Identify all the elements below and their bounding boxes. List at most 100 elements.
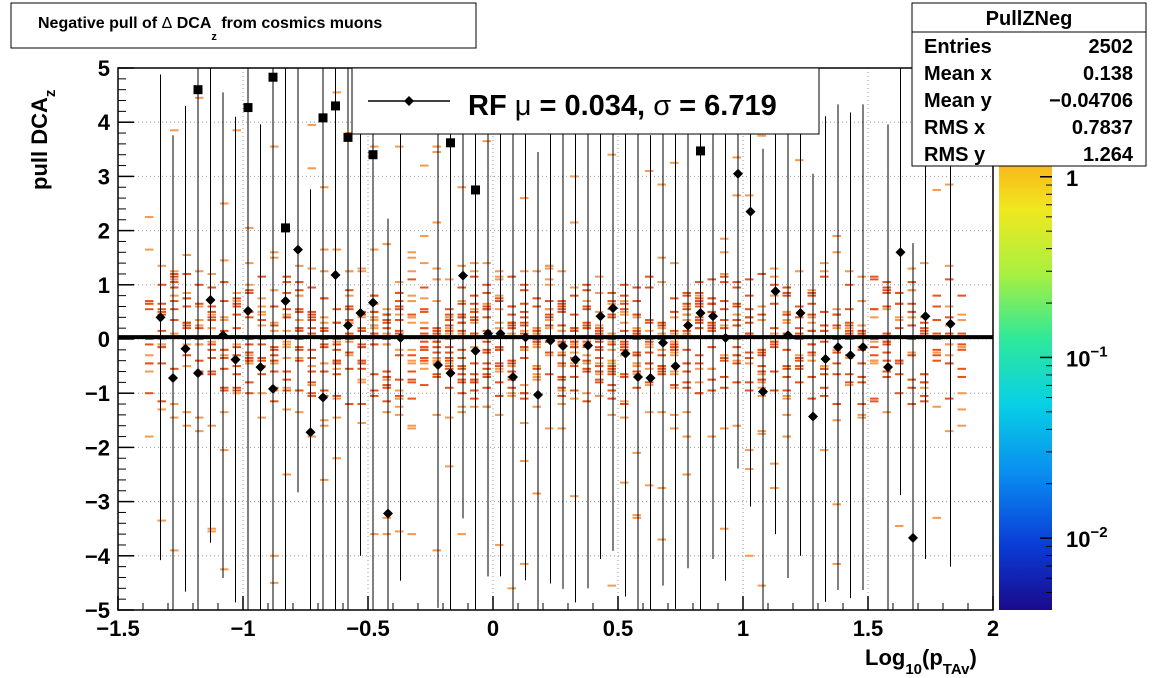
histogram-cell bbox=[745, 554, 754, 557]
histogram-cell bbox=[370, 332, 379, 335]
histogram-cell bbox=[795, 356, 804, 359]
histogram-cell bbox=[582, 362, 591, 365]
histogram-cell bbox=[170, 278, 179, 281]
histogram-cell bbox=[670, 351, 679, 354]
histogram-cell bbox=[420, 346, 429, 349]
histogram-cell bbox=[682, 332, 691, 335]
histogram-cell bbox=[595, 291, 604, 294]
x-tick-label: −1 bbox=[230, 616, 255, 641]
histogram-cell bbox=[420, 310, 429, 313]
histogram-cell bbox=[282, 386, 291, 389]
histogram-cell bbox=[482, 316, 491, 319]
histogram-cell bbox=[407, 270, 416, 273]
histogram-cell bbox=[445, 359, 454, 362]
histogram-cell bbox=[470, 389, 479, 392]
histogram-cell bbox=[532, 343, 541, 346]
histogram-cell bbox=[520, 422, 529, 425]
histogram-cell bbox=[507, 362, 516, 365]
histogram-cell bbox=[632, 300, 641, 303]
histogram-cell bbox=[732, 281, 741, 284]
histogram-cell bbox=[670, 332, 679, 335]
profile-point bbox=[758, 386, 768, 397]
histogram-cell bbox=[595, 394, 604, 397]
histogram-cell bbox=[270, 346, 279, 349]
histogram-cell bbox=[220, 386, 229, 389]
histogram-cell bbox=[270, 554, 279, 557]
histogram-cell bbox=[370, 324, 379, 327]
histogram-cell bbox=[920, 332, 929, 335]
histogram-cell bbox=[232, 305, 241, 308]
histogram-cell bbox=[595, 378, 604, 381]
histogram-cell bbox=[882, 340, 891, 343]
histogram-cell bbox=[445, 316, 454, 319]
histogram-cell bbox=[795, 159, 804, 162]
histogram-cell bbox=[207, 370, 216, 373]
profile-point bbox=[230, 354, 241, 365]
histogram-cell bbox=[307, 310, 316, 313]
histogram-cell bbox=[345, 289, 354, 292]
histogram-cell bbox=[195, 324, 204, 327]
histogram-cell bbox=[945, 362, 954, 365]
histogram-cell bbox=[795, 359, 804, 362]
histogram-cell bbox=[207, 319, 216, 322]
histogram-cell bbox=[920, 381, 929, 384]
histogram-cell bbox=[532, 373, 541, 376]
histogram-cell bbox=[807, 321, 816, 324]
histogram-cell bbox=[195, 302, 204, 305]
histogram-cell bbox=[182, 253, 191, 256]
histogram-cell bbox=[182, 272, 191, 275]
histogram-cell bbox=[507, 359, 516, 362]
histogram-cell bbox=[695, 316, 704, 319]
histogram-cell bbox=[957, 424, 966, 427]
histogram-cell bbox=[745, 381, 754, 384]
histogram-cell bbox=[582, 289, 591, 292]
histogram-cell bbox=[545, 267, 554, 270]
histogram-cell bbox=[870, 359, 879, 362]
histogram-cell bbox=[770, 267, 779, 270]
histogram-cell bbox=[757, 584, 766, 587]
y-axis: −5 −4 −3 −2 −1 0 1 2 3 4 5 bbox=[85, 56, 134, 623]
histogram-cell bbox=[332, 416, 341, 419]
histogram-cell bbox=[520, 397, 529, 400]
histogram-cell bbox=[770, 294, 779, 297]
histogram-cell bbox=[857, 375, 866, 378]
histogram-cell bbox=[595, 340, 604, 343]
histogram-cell bbox=[620, 308, 629, 311]
histogram-cell bbox=[820, 275, 829, 278]
histogram-cell bbox=[532, 346, 541, 349]
histogram-cell bbox=[432, 145, 441, 148]
histogram-cell bbox=[882, 308, 891, 311]
histogram-cell bbox=[470, 308, 479, 311]
histogram-cell bbox=[682, 294, 691, 297]
profile-point bbox=[545, 335, 556, 346]
histogram-cell bbox=[470, 294, 479, 297]
histogram-cell bbox=[145, 216, 154, 219]
histogram-cell bbox=[645, 343, 654, 346]
histogram-cell bbox=[857, 416, 866, 419]
histogram-cell bbox=[232, 297, 241, 300]
x-tick-label: 1.5 bbox=[853, 616, 884, 641]
histogram-cell bbox=[857, 413, 866, 416]
overflow-point bbox=[696, 146, 705, 156]
histogram-cell bbox=[420, 367, 429, 370]
histogram-cell bbox=[445, 362, 454, 365]
histogram-cell bbox=[607, 370, 616, 373]
histogram-cell bbox=[220, 356, 229, 359]
histogram-cell bbox=[645, 319, 654, 322]
histogram-cell bbox=[720, 275, 729, 278]
stats-row-label: Mean y bbox=[924, 90, 993, 112]
profile-point bbox=[783, 330, 793, 341]
histogram-cell bbox=[870, 316, 879, 319]
histogram-cell bbox=[895, 302, 904, 305]
histogram-cell bbox=[782, 394, 791, 397]
overflow-point bbox=[446, 138, 455, 148]
histogram-cell bbox=[182, 343, 191, 346]
histogram-cell bbox=[507, 327, 516, 330]
profile-point bbox=[318, 392, 328, 403]
chart-title: Negative pull of Δ DCAz from cosmics muo… bbox=[38, 15, 382, 43]
histogram-cell bbox=[570, 495, 579, 498]
histogram-cell bbox=[220, 281, 229, 284]
histogram-cell bbox=[607, 413, 616, 416]
histogram-cell bbox=[282, 308, 291, 311]
histogram-cell bbox=[432, 221, 441, 224]
